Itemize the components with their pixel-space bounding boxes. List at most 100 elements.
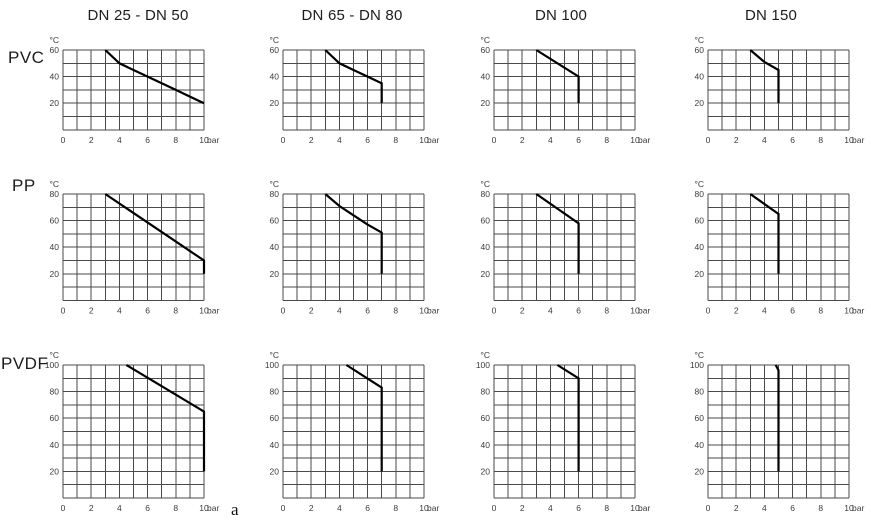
svg-text:bar: bar <box>207 305 219 315</box>
svg-text:0: 0 <box>706 503 711 513</box>
svg-text:6: 6 <box>365 305 370 315</box>
svg-text:80: 80 <box>481 189 491 199</box>
svg-text:40: 40 <box>270 440 280 450</box>
svg-text:bar: bar <box>852 503 864 513</box>
svg-text:8: 8 <box>604 135 609 145</box>
svg-text:bar: bar <box>427 503 439 513</box>
svg-text:bar: bar <box>852 305 864 315</box>
svg-text:8: 8 <box>393 305 398 315</box>
svg-text:8: 8 <box>173 503 178 513</box>
pressure-temperature-line <box>749 49 780 104</box>
svg-text:80: 80 <box>695 189 705 199</box>
pressure-temperature-line <box>535 193 580 274</box>
svg-text:10: 10 <box>630 305 640 315</box>
svg-text:°C: °C <box>694 350 704 360</box>
svg-text:2: 2 <box>89 135 94 145</box>
svg-text:4: 4 <box>337 135 342 145</box>
svg-text:80: 80 <box>695 387 705 397</box>
svg-text:20: 20 <box>50 269 60 279</box>
chart-pvdf-dn-150: 20 40 60 80 100 0 2 4 6 8 10 bar °C <box>678 345 871 516</box>
svg-text:10: 10 <box>419 305 429 315</box>
svg-text:8: 8 <box>604 305 609 315</box>
svg-text:4: 4 <box>117 135 122 145</box>
svg-text:bar: bar <box>207 135 219 145</box>
svg-text:60: 60 <box>50 45 60 55</box>
grid-lines <box>282 193 425 301</box>
svg-text:0: 0 <box>492 305 497 315</box>
svg-text:10: 10 <box>630 503 640 513</box>
svg-text:60: 60 <box>50 413 60 423</box>
grid-lines <box>707 193 850 301</box>
svg-text:40: 40 <box>695 440 705 450</box>
svg-text:°C: °C <box>480 35 490 45</box>
grid-lines <box>493 49 636 131</box>
svg-text:10: 10 <box>199 305 209 315</box>
svg-text:10: 10 <box>844 135 854 145</box>
svg-text:8: 8 <box>818 305 823 315</box>
chart-pp-dn-150: 20 40 60 80 0 2 4 6 8 10 bar °C <box>678 174 871 318</box>
chart-pvc-dn-25-dn-50: 20 40 60 0 2 4 6 8 10 bar °C <box>33 30 232 148</box>
svg-text:20: 20 <box>481 466 491 476</box>
svg-text:°C: °C <box>694 35 704 45</box>
svg-text:80: 80 <box>50 189 60 199</box>
svg-text:bar: bar <box>638 305 650 315</box>
svg-text:10: 10 <box>419 503 429 513</box>
svg-text:bar: bar <box>427 305 439 315</box>
svg-text:bar: bar <box>638 503 650 513</box>
pressure-temperature-line <box>125 364 206 472</box>
svg-text:20: 20 <box>270 98 280 108</box>
svg-text:bar: bar <box>427 135 439 145</box>
svg-text:100: 100 <box>476 360 490 370</box>
pressure-temperature-line <box>535 49 580 104</box>
svg-text:2: 2 <box>309 305 314 315</box>
svg-text:80: 80 <box>270 387 280 397</box>
svg-text:10: 10 <box>844 305 854 315</box>
pressure-temperature-line <box>749 193 780 274</box>
svg-text:6: 6 <box>145 135 150 145</box>
pressure-temperature-line <box>104 49 205 105</box>
svg-text:60: 60 <box>50 216 60 226</box>
svg-text:80: 80 <box>50 387 60 397</box>
svg-text:4: 4 <box>117 503 122 513</box>
svg-text:6: 6 <box>145 305 150 315</box>
svg-text:0: 0 <box>281 503 286 513</box>
svg-text:20: 20 <box>481 269 491 279</box>
svg-text:100: 100 <box>45 360 59 370</box>
svg-text:80: 80 <box>270 189 280 199</box>
svg-text:6: 6 <box>790 135 795 145</box>
material-label-pp: PP <box>12 176 36 195</box>
svg-text:4: 4 <box>548 305 553 315</box>
svg-text:8: 8 <box>818 135 823 145</box>
grid-lines <box>62 193 205 301</box>
pressure-temperature-line <box>774 364 780 472</box>
svg-text:8: 8 <box>393 503 398 513</box>
pressure-temperature-line <box>345 364 383 472</box>
svg-text:20: 20 <box>50 466 60 476</box>
svg-text:0: 0 <box>61 135 66 145</box>
svg-text:0: 0 <box>706 135 711 145</box>
svg-text:°C: °C <box>694 179 704 189</box>
chart-pvdf-dn-25-dn-50: 20 40 60 80 100 0 2 4 6 8 10 bar °C <box>33 345 232 516</box>
svg-text:8: 8 <box>173 305 178 315</box>
svg-text:°C: °C <box>49 350 59 360</box>
svg-text:6: 6 <box>576 305 581 315</box>
svg-text:60: 60 <box>270 45 280 55</box>
grid-lines <box>62 49 205 131</box>
svg-text:40: 40 <box>695 72 705 82</box>
svg-text:60: 60 <box>695 216 705 226</box>
svg-text:2: 2 <box>309 503 314 513</box>
pressure-temperature-line <box>104 193 206 274</box>
chart-pvc-dn-100: 20 40 60 0 2 4 6 8 10 bar °C <box>464 30 663 148</box>
